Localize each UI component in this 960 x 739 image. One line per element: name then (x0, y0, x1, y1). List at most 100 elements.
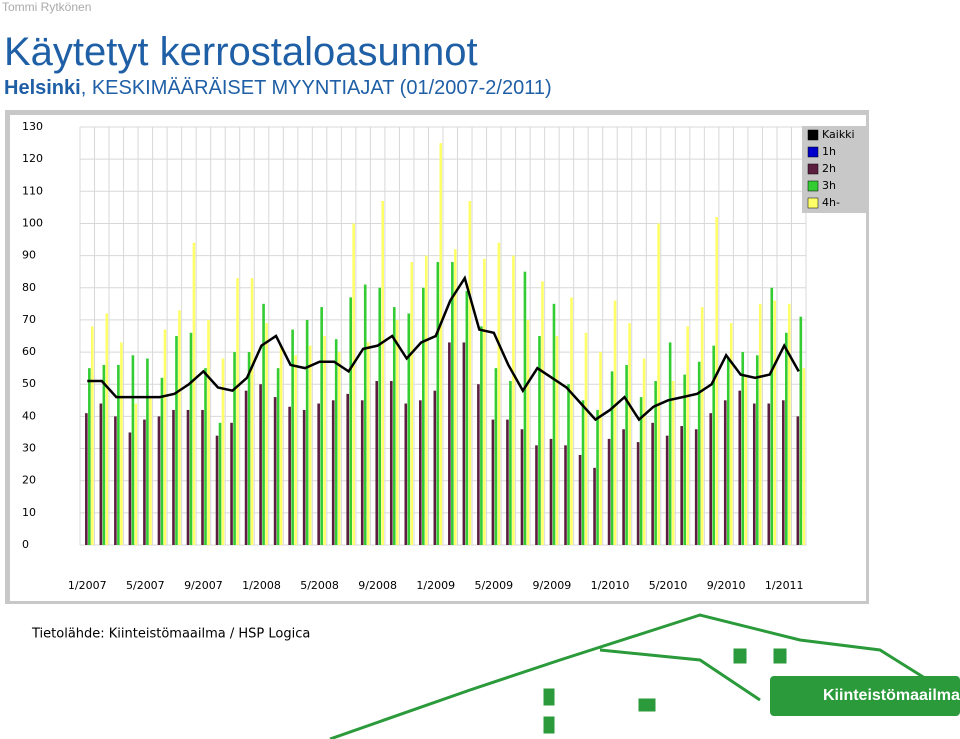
x-tick-label: 9/2010 (707, 579, 746, 592)
bar (221, 358, 225, 545)
bar (549, 438, 553, 545)
bar (91, 326, 94, 545)
bar (465, 290, 469, 545)
legend-swatch (807, 146, 819, 158)
bar (570, 297, 573, 545)
bar (204, 368, 207, 545)
bar (410, 262, 414, 545)
bar (726, 358, 730, 545)
bar (535, 445, 538, 545)
bar (584, 332, 588, 545)
x-tick-label: 5/2009 (474, 579, 513, 592)
bar (363, 284, 367, 545)
y-tick-label: 60 (22, 345, 36, 358)
bar (723, 400, 727, 545)
bar (88, 368, 91, 545)
y-tick-label: 90 (22, 249, 36, 262)
legend-swatch (807, 163, 819, 175)
bar (451, 262, 454, 545)
logo-box (770, 676, 960, 716)
bar (424, 255, 428, 545)
author: Tommi Rytkönen (2, 0, 92, 14)
bar (160, 377, 164, 545)
bar (105, 313, 109, 545)
bar (607, 438, 611, 545)
bar (323, 336, 326, 545)
bar (407, 313, 411, 545)
bar (694, 429, 698, 545)
bar (697, 361, 701, 545)
bar (628, 323, 631, 545)
bar (625, 364, 628, 545)
bar (366, 342, 370, 545)
subtitle-bold: Helsinki (4, 77, 81, 99)
bar (744, 374, 748, 545)
bar (375, 381, 379, 545)
logo: Kiinteistömaailma (823, 687, 960, 704)
y-tick-label: 40 (22, 409, 36, 422)
bar (381, 200, 385, 545)
bar (622, 429, 625, 545)
bar (85, 413, 88, 545)
bar (552, 303, 556, 545)
bar (308, 345, 312, 545)
bar (657, 223, 660, 545)
bar (802, 368, 806, 545)
x-tick-label: 5/2010 (649, 579, 688, 592)
bar (512, 255, 515, 545)
bar (265, 323, 268, 545)
bar (236, 278, 239, 545)
bar (555, 336, 559, 545)
bar (593, 467, 596, 545)
x-tick-label: 1/2010 (591, 579, 630, 592)
bar (250, 278, 254, 545)
bar (259, 384, 262, 545)
bar (352, 223, 355, 545)
bar (175, 336, 178, 545)
bar (334, 339, 338, 545)
bar (785, 332, 788, 545)
bar (247, 352, 251, 545)
bar (613, 300, 617, 545)
bar (483, 258, 486, 545)
bar (128, 432, 132, 545)
bar (448, 342, 451, 545)
bar (712, 345, 715, 545)
building-drawing (329, 613, 960, 739)
bar (787, 303, 791, 545)
y-tick-label: 120 (22, 152, 43, 165)
bar (520, 429, 524, 545)
bar (320, 307, 323, 545)
y-tick-label: 0 (22, 538, 29, 551)
bar (773, 300, 777, 545)
bar (758, 303, 762, 545)
y-tick-label: 110 (22, 184, 43, 197)
bar (523, 271, 527, 545)
legend-swatch (807, 129, 819, 141)
bar (131, 355, 135, 545)
x-tick-label: 9/2008 (358, 579, 397, 592)
bar (186, 409, 190, 545)
bar (404, 403, 408, 545)
x-tick-label: 1/2008 (242, 579, 281, 592)
legend-label: 1h (822, 145, 836, 158)
bar (671, 381, 675, 545)
x-tick-label: 5/2008 (300, 579, 339, 592)
bar (395, 319, 399, 545)
subtitle-rest: , KESKIMÄÄRÄISET MYYNTIAJAT (01/2007-2/2… (80, 77, 552, 99)
legend-label: 3h (822, 179, 836, 192)
bar (349, 297, 352, 545)
bar (491, 419, 495, 545)
bar (134, 403, 138, 545)
bar (273, 397, 277, 545)
bar (389, 381, 393, 545)
bar (599, 352, 602, 545)
line (87, 275, 800, 422)
x-tick-label: 1/2011 (765, 579, 804, 592)
bar (294, 355, 297, 545)
bar (288, 406, 291, 545)
bar (419, 400, 422, 545)
y-tick-label: 50 (22, 377, 36, 390)
bar (230, 422, 233, 545)
